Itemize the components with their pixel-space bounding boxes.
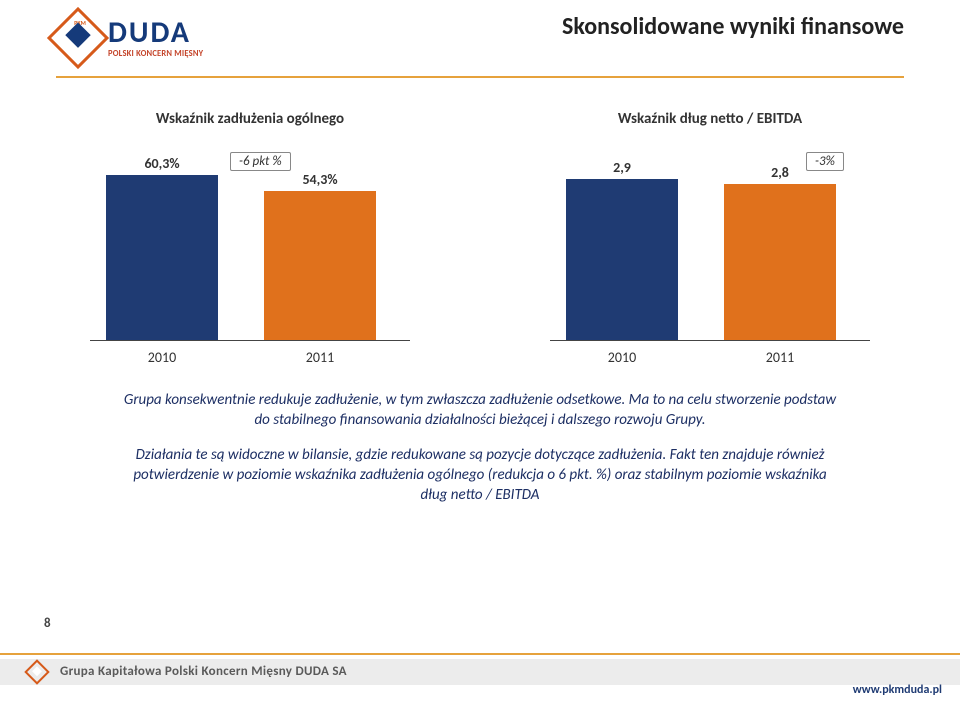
body-paragraph-1: Grupa konsekwentnie redukuje zadłużenie,… bbox=[120, 390, 840, 431]
logo-sub-text: POLSKI KONCERN MIĘSNY bbox=[108, 50, 203, 59]
body-text: Grupa konsekwentnie redukuje zadłużenie,… bbox=[120, 390, 840, 519]
chart-right-bar-value-0: 2,9 bbox=[566, 159, 678, 176]
chart-left-xlabel-0: 2010 bbox=[106, 349, 218, 366]
body-paragraph-2: Działania te są widoczne w bilansie, gdz… bbox=[120, 445, 840, 506]
chart-right-callout: -3% bbox=[806, 152, 844, 171]
chart-left-bar-0: 60,3% bbox=[106, 175, 218, 340]
logo-main-text: DUDA bbox=[108, 18, 203, 48]
chart-right-canvas: 2,92,8-3% bbox=[550, 162, 870, 341]
title-underline bbox=[56, 76, 904, 78]
chart-debt-ratio: Wskaźnik zadłużenia ogólnego 60,3%54,3%-… bbox=[90, 110, 410, 347]
page-title: Skonsolidowane wyniki finansowe bbox=[562, 12, 904, 41]
footer-url: www.pkmduda.pl bbox=[853, 683, 942, 697]
chart-left-bar-value-1: 54,3% bbox=[264, 171, 376, 188]
chart-left-canvas: 60,3%54,3%-6 pkt % bbox=[90, 162, 410, 341]
footer: Grupa Kapitałowa Polski Koncern Mięsny D… bbox=[0, 653, 960, 701]
logo-diamond: PKM bbox=[47, 7, 109, 69]
footer-top-stripe bbox=[0, 653, 960, 655]
logo-diamond-inner bbox=[65, 22, 90, 47]
chart-left-title: Wskaźnik zadłużenia ogólnego bbox=[90, 110, 410, 128]
chart-net-debt-ebitda: Wskaźnik dług netto / EBITDA 2,9 2,8 -3% 2… bbox=[550, 110, 870, 347]
chart-left-callout: -6 pkt % bbox=[230, 152, 291, 171]
charts-row: Wskaźnik zadłużenia ogólnego 60,3%54,3%-… bbox=[0, 110, 960, 347]
footer-text: Grupa Kapitałowa Polski Koncern Mięsny D… bbox=[60, 659, 347, 685]
page-number: 8 bbox=[44, 616, 51, 631]
chart-right-xlabel-1: 2011 bbox=[724, 349, 836, 366]
chart-right-title: Wskaźnik dług netto / EBITDA bbox=[550, 110, 870, 128]
brand-logo: PKM DUDA POLSKI KONCERN MIĘSNY bbox=[56, 16, 203, 60]
footer-logo-diamond bbox=[24, 659, 49, 684]
chart-right-bar-0: 2,9 bbox=[566, 179, 678, 340]
chart-left-bar-1: 54,3% bbox=[264, 191, 376, 340]
footer-logo-inner bbox=[32, 666, 42, 676]
logo-text-block: DUDA POLSKI KONCERN MIĘSNY bbox=[108, 18, 203, 59]
chart-left-xlabel-1: 2011 bbox=[264, 349, 376, 366]
chart-right-xlabel-0: 2010 bbox=[566, 349, 678, 366]
chart-right-bar-1: 2,8 bbox=[724, 184, 836, 340]
chart-left-bar-value-0: 60,3% bbox=[106, 155, 218, 172]
